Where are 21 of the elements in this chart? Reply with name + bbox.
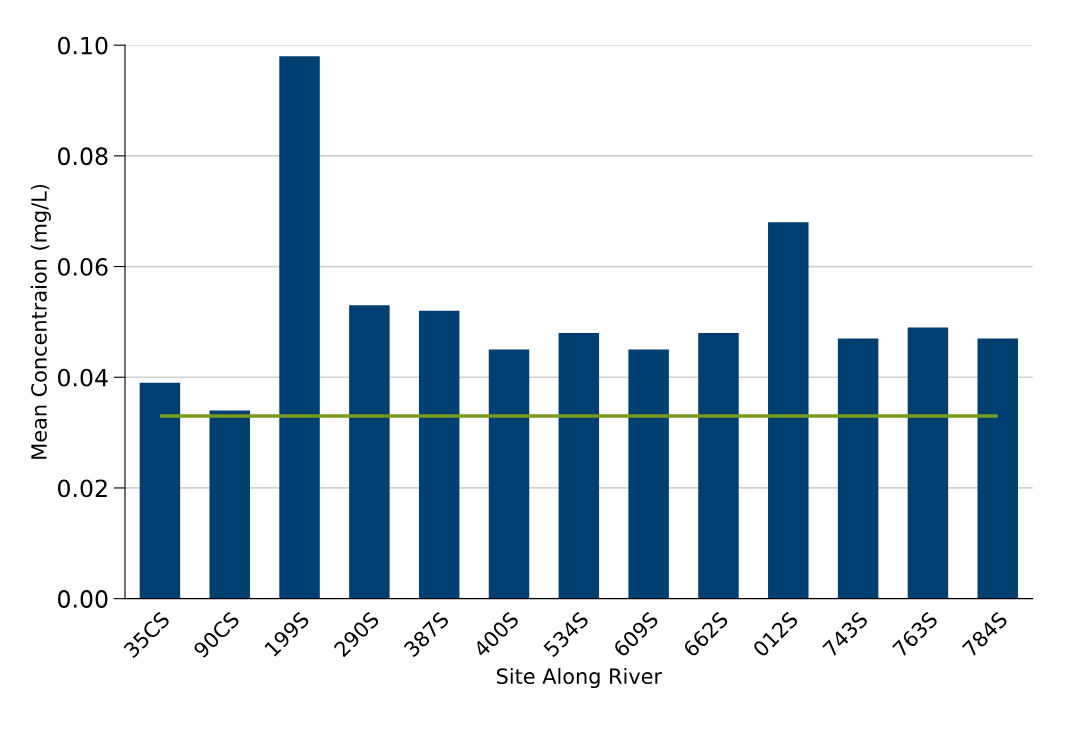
bar <box>349 305 390 599</box>
y-tick-label: 0.08 <box>58 147 108 166</box>
bar <box>698 332 739 599</box>
bar <box>977 338 1018 599</box>
y-tick-label: 0.10 <box>58 36 108 55</box>
y-tick-label: 0.02 <box>58 479 107 498</box>
bar <box>279 56 320 599</box>
bar <box>558 332 600 599</box>
bar <box>209 410 250 599</box>
bar <box>628 349 669 599</box>
bar <box>837 338 879 599</box>
bar <box>488 349 530 599</box>
y-tick-label: 0.00 <box>58 590 108 608</box>
y-tick-label: 0.04 <box>58 368 108 387</box>
x-axis-title: Site Along River <box>496 667 663 689</box>
y-axis-title: Mean Concentraion (mg/L) <box>30 184 51 459</box>
bar <box>907 327 949 599</box>
bar <box>768 222 809 599</box>
y-tick-label: 0.06 <box>58 258 108 276</box>
bar <box>139 382 181 599</box>
bar <box>418 310 460 599</box>
